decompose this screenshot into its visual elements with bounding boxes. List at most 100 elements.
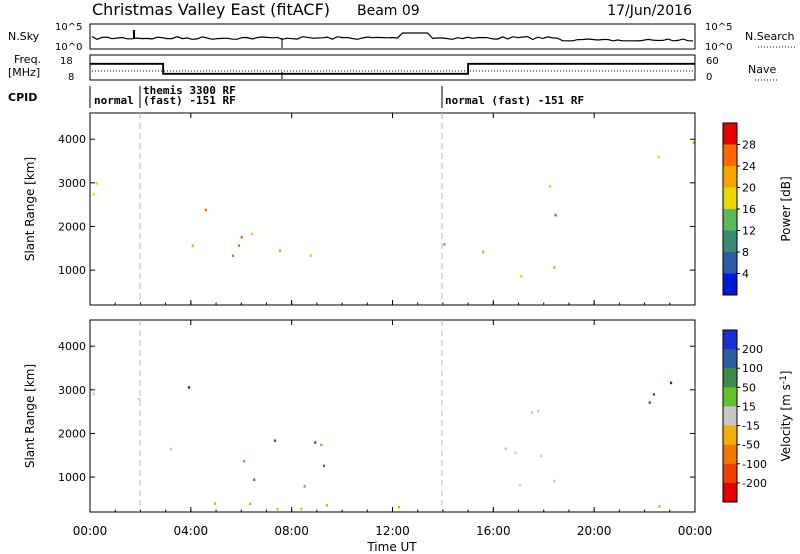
cpid-row: CPID normal themis 3300 RF (fast) -151 R…	[8, 84, 584, 108]
colorbar-tick-label: 100	[742, 362, 763, 375]
cpid-segment-normal-fast: normal (fast) -151 RF	[445, 94, 584, 107]
velocity-colorbar-label: Velocity [m s-1]	[779, 371, 793, 462]
velocity-frame	[89, 319, 696, 513]
x-axis-label: Time UT	[366, 540, 417, 554]
nsky-series	[91, 32, 694, 42]
velocity-echo-cell	[658, 505, 661, 508]
colorbar-tick-label: 8	[742, 246, 749, 259]
freq-label: Freq.	[14, 53, 41, 66]
colorbar-tick-label: 4	[742, 268, 749, 281]
colorbar-swatch	[723, 406, 737, 427]
velocity-echo-cell	[138, 397, 141, 401]
colorbar-swatch	[723, 368, 737, 388]
velocity-echo-cell	[670, 381, 673, 385]
colorbar-swatch	[723, 463, 737, 484]
cpid-label: CPID	[8, 91, 37, 104]
nsky-frame	[89, 23, 696, 50]
x-tick-label: 00:00	[678, 524, 713, 538]
colorbar-tick-label: 20	[742, 182, 756, 195]
nsky-right-bottom-tick: 10^0	[705, 42, 732, 53]
power-y-ticks: 1000 2000 3000 4000	[58, 133, 695, 277]
colorbar-tick-label: 24	[742, 160, 756, 173]
power-colorbar: 4 8 12 16 20 24 28	[722, 122, 756, 296]
nave-right-bottom-tick: 0	[706, 72, 712, 83]
colorbar-tick-label: 50	[742, 381, 756, 394]
colorbar-swatch	[723, 330, 737, 350]
colorbar-tick-label: 15	[742, 400, 756, 413]
freq-panel: Freq. [MHz] 18 8 60 0 Nave	[8, 53, 778, 83]
y-tick-label: 4000	[58, 133, 86, 146]
velocity-echo-cell	[397, 506, 401, 509]
velocity-echo-cell	[300, 507, 303, 511]
colorbar-swatch	[723, 123, 737, 145]
power-echo-cell	[232, 254, 235, 258]
power-panel: 1000 2000 3000 4000 Slant Range [km] 4 8 12 16…	[23, 112, 793, 306]
time-axis: 00:00 04:00 08:00 12:00 16:00 20:00 00:00	[73, 113, 713, 538]
velocity-echo-cell	[540, 454, 543, 458]
colorbar-tick-label: -200	[742, 477, 767, 490]
velocity-echo-cell	[518, 483, 521, 487]
power-echo-cell	[548, 185, 551, 188]
velocity-echo-cell	[273, 439, 276, 442]
colorbar-tick-label: -100	[742, 458, 767, 471]
nsearch-label: N.Search	[745, 30, 795, 43]
cpid-segment-themis-fast: (fast) -151 RF	[143, 94, 236, 107]
power-echo-cell	[520, 275, 523, 278]
velocity-y-ticks: 1000 2000 3000 4000	[58, 340, 695, 484]
power-echo-cell	[204, 208, 207, 212]
freq-series	[90, 62, 695, 75]
nsky-left-bottom-tick: 10^0	[55, 42, 82, 53]
colorbar-tick-label: -50	[742, 439, 760, 452]
cpid-segment-themis: themis 3300 RF	[143, 84, 236, 97]
colorbar-swatch	[723, 187, 737, 210]
power-echo-cell	[278, 249, 282, 252]
power-echo-cell	[482, 250, 485, 254]
y-tick-label: 1000	[58, 264, 86, 277]
power-echoes	[92, 141, 695, 278]
colorbar-swatch	[723, 273, 737, 296]
nsky-panel: N.Sky 10^5 10^0 10^5 10^0 N.Search	[8, 22, 795, 53]
velocity-echo-cell	[514, 451, 517, 454]
velocity-echo-cell	[530, 411, 533, 414]
colorbar-swatch	[723, 166, 737, 188]
y-tick-label: 2000	[58, 220, 86, 233]
power-frame	[89, 112, 696, 306]
freq-unit-label: [MHz]	[8, 66, 40, 79]
power-echo-cell	[92, 192, 95, 196]
y-tick-label: 1000	[58, 471, 86, 484]
x-tick-label: 12:00	[375, 524, 410, 538]
velocity-y-axis-label: Slant Range [km]	[23, 364, 37, 468]
cpid-segment-normal: normal	[94, 94, 134, 107]
nsky-left-top-tick: 10^5	[55, 22, 82, 33]
velocity-echo-cell	[276, 507, 279, 511]
colorbar-tick-label: 16	[742, 203, 756, 216]
power-echo-cell	[191, 244, 194, 248]
velocity-echo-cell	[253, 478, 256, 482]
velocity-echo-cell	[652, 393, 655, 396]
colorbar-tick-label: 200	[742, 343, 763, 356]
figure-title: Christmas Valley East (fitACF)	[92, 0, 330, 19]
nave-label: Nave	[748, 63, 776, 76]
colorbar-swatch	[723, 444, 737, 465]
velocity-panel: 1000 2000 3000 4000 Slant Range [km] 200 100…	[23, 319, 793, 513]
velocity-echo-cell	[213, 502, 217, 505]
velocity-colorbar: 200 100 50 15 -15 -50 -100 -200	[722, 329, 767, 503]
colorbar-swatch	[723, 482, 737, 503]
velocity-echo-cell	[303, 485, 306, 488]
nsky-right-top-tick: 10^5	[705, 22, 732, 33]
x-tick-label: 04:00	[174, 524, 209, 538]
power-echo-cell	[95, 182, 98, 185]
power-colorbar-label: Power [dB]	[779, 176, 793, 241]
y-tick-label: 3000	[58, 177, 86, 190]
power-y-axis-label: Slant Range [km]	[23, 157, 37, 261]
power-echo-cell	[443, 243, 446, 246]
y-tick-label: 2000	[58, 427, 86, 440]
colorbar-swatch	[723, 252, 737, 274]
velocity-echo-cell	[323, 464, 326, 468]
colorbar-frame	[722, 329, 738, 503]
nave-right-top-tick: 60	[706, 56, 719, 67]
nsky-label: N.Sky	[8, 30, 40, 43]
velocity-echo-cell	[169, 447, 172, 451]
colorbar-swatch	[723, 209, 737, 231]
